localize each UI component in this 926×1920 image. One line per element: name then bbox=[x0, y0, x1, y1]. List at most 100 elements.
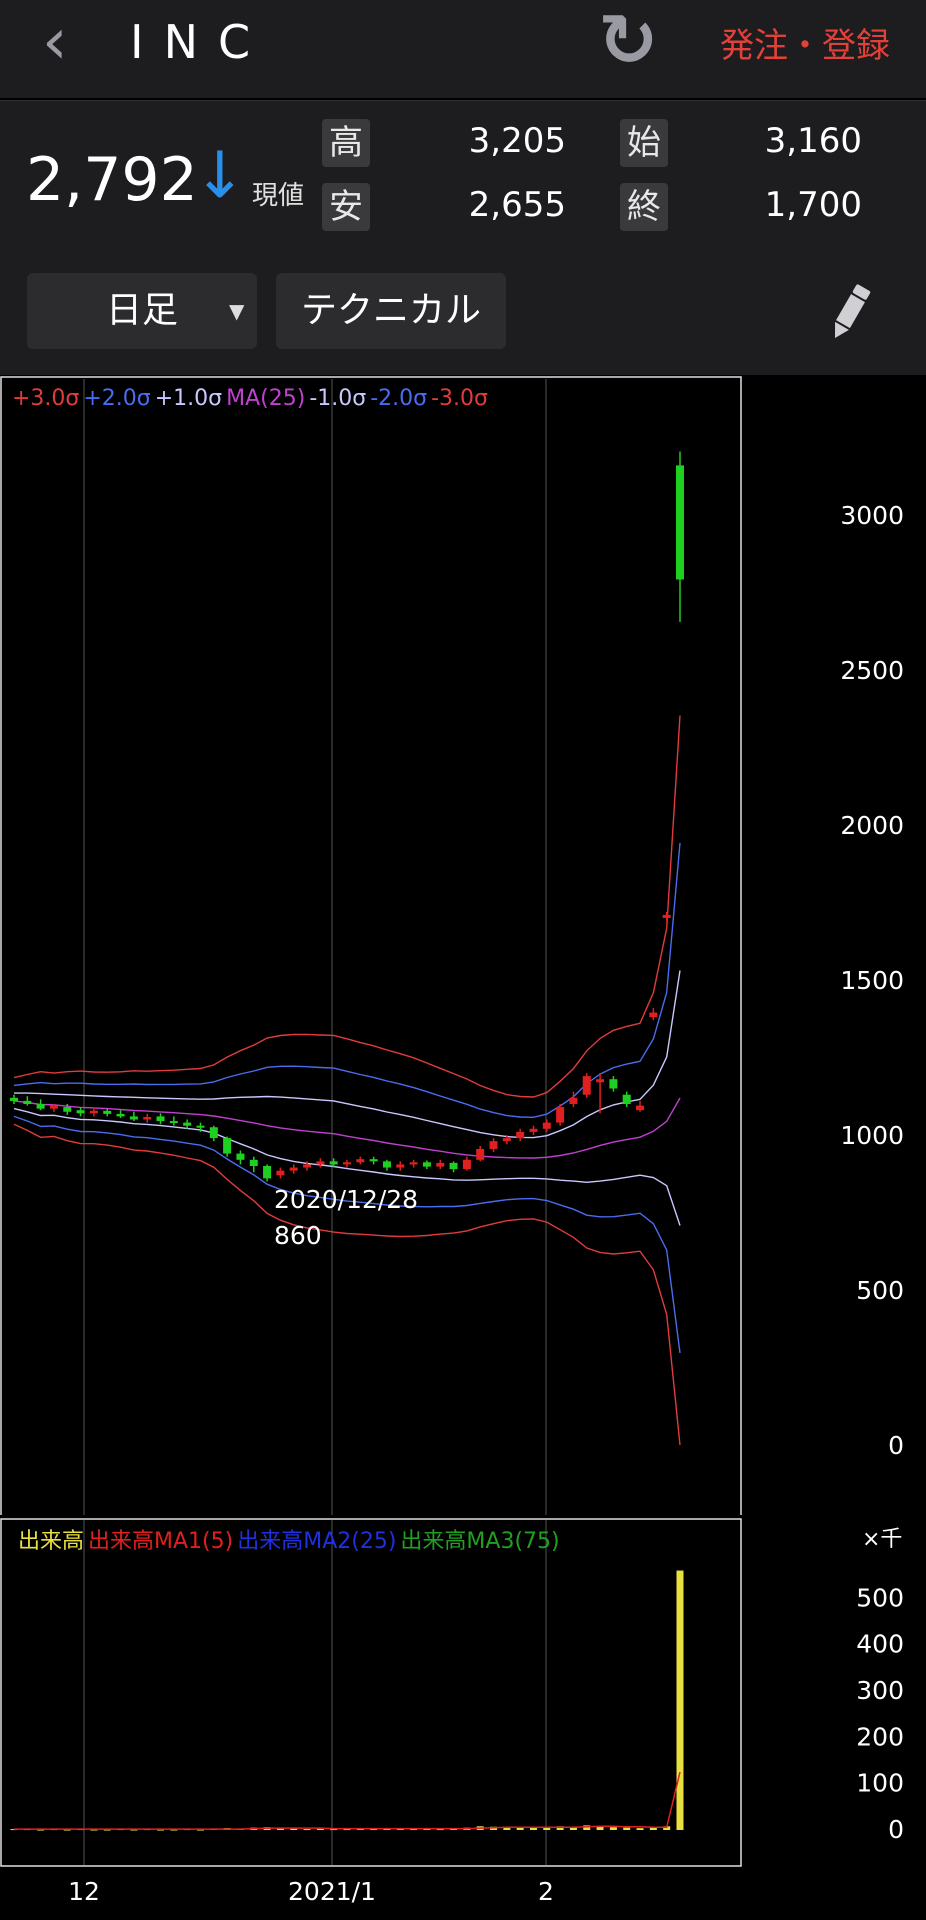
price-y-axis: 3000 2500 2000 1500 1000 500 0 bbox=[840, 501, 904, 1460]
volume-bar bbox=[290, 1828, 298, 1830]
legend-item: 出来高 bbox=[18, 1529, 84, 1554]
open-value: 3,160 bbox=[764, 121, 862, 161]
candle-body bbox=[303, 1164, 312, 1168]
candle-body bbox=[449, 1162, 458, 1170]
page-title: INC bbox=[130, 15, 271, 69]
candle-body bbox=[516, 1131, 525, 1139]
volume-bar bbox=[556, 1826, 564, 1830]
candle-body bbox=[23, 1100, 32, 1104]
volume-bar bbox=[609, 1827, 617, 1830]
legend-item: -3.0σ bbox=[431, 386, 488, 411]
candle-body bbox=[609, 1079, 618, 1089]
candle-body bbox=[89, 1110, 98, 1114]
x-tick-label: 12 bbox=[68, 1877, 100, 1906]
candle-body bbox=[343, 1162, 351, 1165]
annotation-date: 2020/12/28 bbox=[274, 1185, 418, 1214]
volume-chart-frame bbox=[0, 1518, 742, 1867]
period-dropdown[interactable]: 日足 ▼ bbox=[27, 273, 257, 349]
volume-legend: 出来高 出来高MA1(5) 出来高MA2(25) 出来高MA3(75) bbox=[18, 1529, 560, 1554]
high-label: 高 bbox=[322, 119, 370, 167]
legend-item: 出来高MA3(75) bbox=[400, 1529, 559, 1554]
candle-body bbox=[276, 1170, 285, 1176]
candle-body bbox=[369, 1159, 378, 1162]
volume-bar bbox=[636, 1828, 644, 1830]
y-tick-label: 1500 bbox=[840, 966, 904, 995]
legend-item: -1.0σ bbox=[309, 386, 366, 411]
candle-body bbox=[489, 1141, 498, 1149]
caret-down-icon: ▼ bbox=[229, 299, 245, 323]
legend-item: MA(25) bbox=[226, 386, 305, 411]
volume-grid bbox=[83, 1520, 547, 1865]
volume-unit-label: ×千 bbox=[862, 1527, 902, 1552]
low-value: 2,655 bbox=[468, 185, 566, 225]
legend-item: +1.0σ bbox=[155, 386, 222, 411]
candle-body bbox=[223, 1138, 232, 1154]
y-tick-label: 2000 bbox=[840, 811, 904, 840]
candle-body bbox=[209, 1127, 218, 1139]
y-tick-label: 0 bbox=[888, 1431, 904, 1460]
back-chevron-icon[interactable]: ‹ bbox=[42, 5, 68, 79]
volume-bar bbox=[649, 1827, 657, 1830]
y-tick-label: 200 bbox=[856, 1722, 904, 1751]
price-legend: +3.0σ +2.0σ +1.0σ MA(25) -1.0σ -2.0σ -3.0σ bbox=[12, 386, 488, 411]
band-line bbox=[13, 1123, 681, 1446]
candle-body bbox=[636, 1105, 645, 1111]
price-chart[interactable]: +3.0σ +2.0σ +1.0σ MA(25) -1.0σ -2.0σ -3.0σ 300… bbox=[0, 375, 926, 1515]
candle-body bbox=[236, 1153, 245, 1160]
candle-body bbox=[542, 1122, 551, 1129]
volume-bar bbox=[583, 1825, 591, 1830]
candle-body bbox=[649, 1012, 658, 1018]
low-label: 安 bbox=[322, 183, 370, 231]
band-line bbox=[13, 1107, 681, 1226]
y-tick-label: 1000 bbox=[840, 1121, 904, 1150]
price-grid bbox=[83, 379, 547, 1515]
volume-bar bbox=[410, 1829, 418, 1831]
candles bbox=[10, 451, 684, 1182]
x-axis: 12 2021/1 2 bbox=[68, 1877, 554, 1906]
candle-body bbox=[356, 1159, 365, 1163]
candle-body bbox=[596, 1079, 605, 1083]
legend-item: -2.0σ bbox=[370, 386, 427, 411]
y-tick-label: 0 bbox=[888, 1815, 904, 1844]
volume-bar bbox=[343, 1829, 351, 1831]
bollinger-bands bbox=[13, 715, 681, 1446]
y-tick-label: 100 bbox=[856, 1769, 904, 1798]
candle-body bbox=[263, 1166, 272, 1179]
candle-body bbox=[422, 1162, 431, 1167]
quote-panel: 2,792 ↓ 現値 高 3,205 安 2,655 始 3,160 終 1,7… bbox=[0, 100, 926, 246]
chart-controls: 日足 ▼ テクニカル bbox=[0, 246, 926, 375]
candle-body bbox=[196, 1125, 205, 1128]
y-tick-label: 400 bbox=[856, 1630, 904, 1659]
down-arrow-icon: ↓ bbox=[193, 139, 247, 213]
candle-body bbox=[129, 1116, 138, 1120]
volume-y-axis: 500 400 300 200 100 0 bbox=[856, 1583, 904, 1844]
candle-body bbox=[476, 1148, 485, 1160]
band-line bbox=[13, 842, 681, 1119]
top-bar: ‹ INC ↻ 発注・登録 bbox=[0, 0, 926, 98]
band-line bbox=[14, 970, 681, 1139]
volume-chart[interactable]: 出来高 出来高MA1(5) 出来高MA2(25) 出来高MA3(75) 500 400 3… bbox=[0, 1518, 926, 1868]
y-tick-label: 500 bbox=[856, 1276, 904, 1305]
candle-body bbox=[156, 1116, 165, 1122]
candle-body bbox=[569, 1097, 578, 1104]
candle-body bbox=[249, 1159, 258, 1166]
candle-body bbox=[103, 1110, 112, 1114]
candle-body bbox=[462, 1159, 471, 1170]
close-value: 1,700 bbox=[764, 185, 862, 225]
candle-body bbox=[582, 1076, 591, 1095]
order-register-button[interactable]: 発注・登録 bbox=[720, 26, 890, 66]
candle-body bbox=[436, 1162, 445, 1167]
current-price-label: 現値 bbox=[252, 181, 305, 211]
y-tick-label: 500 bbox=[856, 1583, 904, 1612]
candle-body bbox=[622, 1094, 631, 1104]
candle-body bbox=[502, 1138, 511, 1142]
pencil-icon[interactable] bbox=[826, 282, 874, 342]
candle-body bbox=[183, 1122, 192, 1126]
x-tick-label: 2 bbox=[538, 1877, 554, 1906]
candle-body bbox=[556, 1107, 565, 1123]
volume-bar bbox=[303, 1829, 311, 1831]
candle-body bbox=[676, 465, 684, 580]
technical-button[interactable]: テクニカル bbox=[276, 273, 506, 349]
reload-icon[interactable]: ↻ bbox=[598, 0, 659, 82]
candle-body bbox=[662, 914, 671, 918]
